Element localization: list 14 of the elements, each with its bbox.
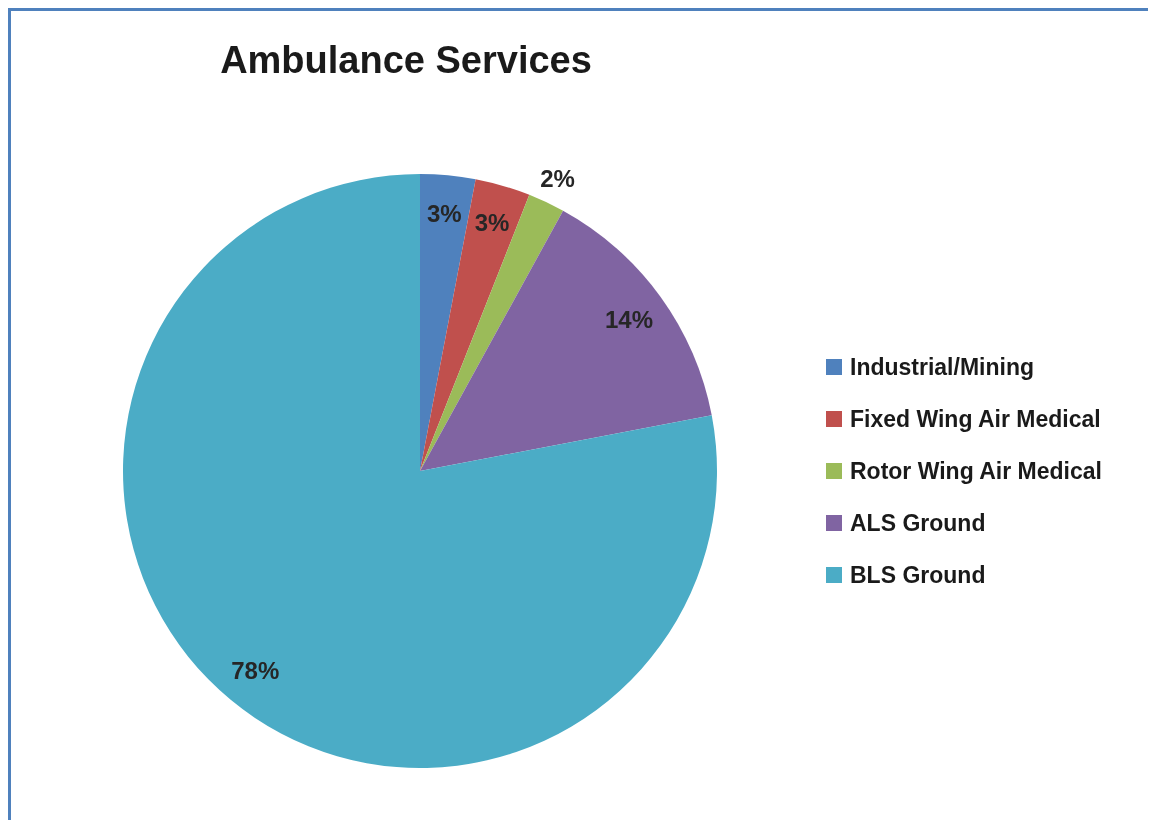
legend-label: BLS Ground (850, 561, 986, 589)
legend-label: ALS Ground (850, 509, 986, 537)
legend-label: Industrial/Mining (850, 353, 1034, 381)
data-label: 2% (540, 165, 575, 193)
pie-slice (420, 179, 530, 471)
data-label: 14% (605, 305, 654, 333)
legend-label: Fixed Wing Air Medical (850, 405, 1101, 433)
pie-slice (420, 194, 564, 471)
chart-title: Ambulance Services (219, 39, 593, 82)
data-label: 3% (474, 209, 510, 237)
pie-slice (420, 174, 476, 471)
data-label: 3% (426, 200, 462, 228)
data-label: 78% (231, 656, 280, 684)
legend-label: Rotor Wing Air Medical (850, 457, 1102, 485)
